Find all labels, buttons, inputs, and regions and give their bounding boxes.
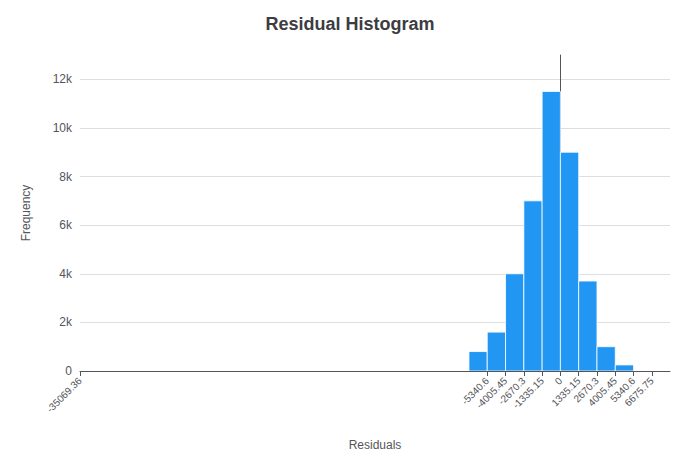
svg-text:Residuals: Residuals [349,438,402,452]
svg-text:6675.75: 6675.75 [622,375,656,409]
svg-text:Frequency: Frequency [19,185,33,242]
svg-text:5340.6: 5340.6 [608,375,638,405]
svg-text:4005.45: 4005.45 [585,375,620,409]
svg-text:12k: 12k [53,72,73,86]
svg-text:8k: 8k [59,170,73,184]
svg-text:-2670.3: -2670.3 [496,375,528,407]
svg-text:6k: 6k [59,218,73,232]
svg-text:1335.15: 1335.15 [549,375,583,409]
svg-text:2670.3: 2670.3 [571,375,601,405]
svg-text:-35069.36: -35069.36 [44,375,84,415]
svg-text:Residual Histogram: Residual Histogram [265,14,434,34]
svg-text:-1335.15: -1335.15 [510,375,546,411]
svg-text:2k: 2k [59,315,73,329]
svg-text:-4005.45: -4005.45 [473,375,510,411]
svg-text:4k: 4k [59,267,73,281]
svg-text:0: 0 [65,364,72,378]
svg-text:-5340.6: -5340.6 [459,375,492,407]
svg-text:10k: 10k [53,121,73,135]
svg-text:0: 0 [553,375,565,387]
